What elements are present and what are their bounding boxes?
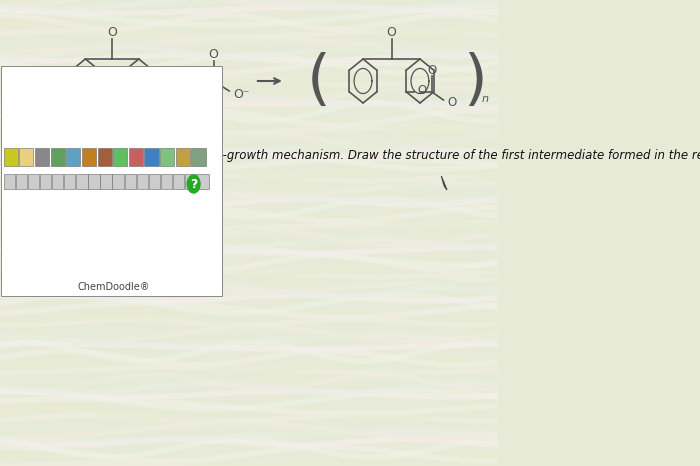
Text: O: O <box>209 48 218 62</box>
FancyBboxPatch shape <box>1 176 222 221</box>
Text: ⋅O⁻: ⋅O⁻ <box>173 88 194 101</box>
Text: +: + <box>173 74 186 89</box>
FancyBboxPatch shape <box>192 148 206 166</box>
FancyBboxPatch shape <box>4 174 15 189</box>
FancyBboxPatch shape <box>113 148 127 166</box>
Text: O: O <box>428 63 437 76</box>
FancyBboxPatch shape <box>144 148 159 166</box>
FancyBboxPatch shape <box>15 174 27 189</box>
FancyBboxPatch shape <box>52 174 64 189</box>
FancyBboxPatch shape <box>88 174 99 189</box>
Text: ): ) <box>463 52 487 110</box>
FancyBboxPatch shape <box>161 174 172 189</box>
FancyBboxPatch shape <box>160 148 174 166</box>
Text: This polymerization occurs via a step-growth mechanism. Draw the structure of th: This polymerization occurs via a step-gr… <box>3 149 700 162</box>
FancyBboxPatch shape <box>176 148 190 166</box>
FancyBboxPatch shape <box>97 148 112 166</box>
Text: O: O <box>447 96 456 109</box>
FancyBboxPatch shape <box>197 174 209 189</box>
Text: O: O <box>417 84 426 97</box>
FancyBboxPatch shape <box>19 148 34 166</box>
Text: n: n <box>481 94 488 104</box>
FancyBboxPatch shape <box>129 148 143 166</box>
Text: F: F <box>141 108 148 121</box>
FancyBboxPatch shape <box>125 174 136 189</box>
Text: O: O <box>386 27 396 40</box>
FancyBboxPatch shape <box>35 148 49 166</box>
FancyBboxPatch shape <box>28 174 39 189</box>
FancyBboxPatch shape <box>1 66 222 296</box>
FancyBboxPatch shape <box>173 174 184 189</box>
FancyBboxPatch shape <box>64 174 76 189</box>
Circle shape <box>187 175 200 193</box>
Text: O⁻: O⁻ <box>234 88 250 101</box>
Text: ?: ? <box>190 178 197 191</box>
FancyBboxPatch shape <box>100 174 112 189</box>
FancyBboxPatch shape <box>185 174 197 189</box>
Text: ChemDoodle®: ChemDoodle® <box>78 282 150 292</box>
FancyBboxPatch shape <box>40 174 51 189</box>
FancyBboxPatch shape <box>76 174 88 189</box>
FancyBboxPatch shape <box>82 148 96 166</box>
FancyBboxPatch shape <box>136 174 148 189</box>
FancyBboxPatch shape <box>50 148 65 166</box>
FancyBboxPatch shape <box>66 148 80 166</box>
Text: O: O <box>107 27 117 40</box>
FancyBboxPatch shape <box>113 174 124 189</box>
Polygon shape <box>441 176 447 190</box>
Text: (: ( <box>307 52 331 110</box>
FancyBboxPatch shape <box>4 148 18 166</box>
Text: F: F <box>71 108 78 121</box>
FancyBboxPatch shape <box>149 174 160 189</box>
